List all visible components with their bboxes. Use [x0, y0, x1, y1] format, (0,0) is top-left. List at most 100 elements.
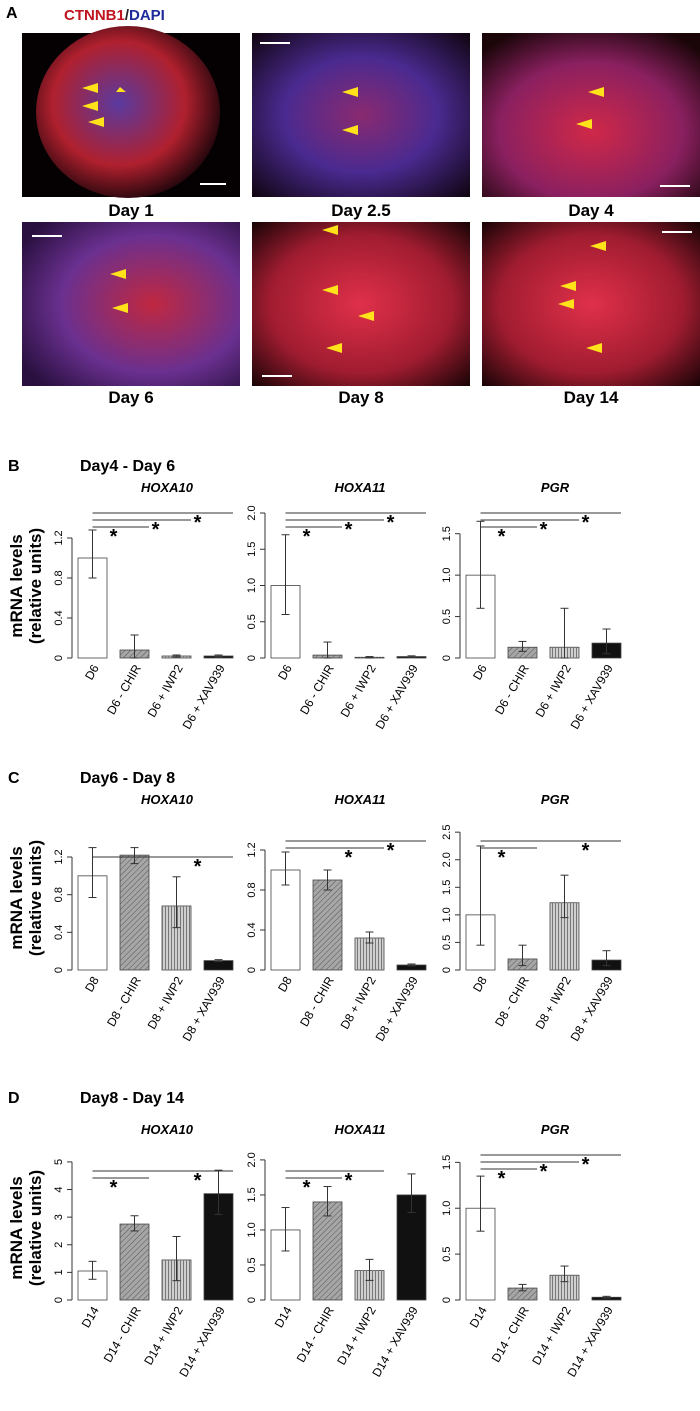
day-label: Day 6: [108, 388, 153, 407]
y-tick-label: 0: [246, 655, 258, 661]
y-tick-label: 0.4: [53, 925, 65, 940]
panel-letter: B: [8, 458, 20, 475]
day-label: Day 8: [338, 388, 383, 407]
significance-star: *: [110, 526, 118, 548]
x-tick-label: D8 - CHIR: [492, 974, 532, 1029]
x-tick-label: D8: [275, 974, 295, 995]
bar-hatch: [313, 1201, 342, 1300]
y-tick-label: 5: [53, 1159, 65, 1165]
y-tick-label: 0: [246, 967, 258, 973]
micrograph: [482, 222, 700, 386]
y-tick-label: 0.5: [441, 609, 453, 624]
y-tick-label: 0: [53, 655, 65, 661]
y-tick-label: 1.2: [53, 530, 65, 545]
x-tick-label: D6 + XAV939: [373, 662, 421, 732]
chart-title: PGR: [541, 480, 570, 495]
day-labels: Day 1 Day 2.5 Day 4 Day 6 Day 8 Day 14: [108, 201, 619, 407]
y-tick-label: 3: [53, 1214, 65, 1220]
stain-label: CTNNB1/DAPI: [64, 7, 165, 24]
micrograph: [482, 33, 700, 197]
panel-letter: A: [6, 5, 18, 22]
y-axis-label: mRNA levels: [7, 846, 26, 949]
y-axis-label: (relative units): [26, 528, 45, 644]
panel-letter: D: [8, 1090, 20, 1107]
x-tick-label: D14: [79, 1304, 102, 1330]
y-tick-label: 1.0: [441, 567, 453, 582]
significance-star: *: [345, 1170, 353, 1192]
significance-star: *: [582, 1154, 590, 1176]
x-tick-label: D8 + IWP2: [338, 974, 379, 1032]
y-tick-label: 2: [53, 1242, 65, 1248]
significance-star: *: [194, 1170, 202, 1192]
x-tick-label: D14 + IWP2: [334, 1304, 379, 1368]
y-tick-label: 1.5: [246, 542, 258, 557]
micrograph: [252, 222, 470, 386]
x-tick-label: D14 + XAV939: [369, 1304, 421, 1380]
y-axis-label: (relative units): [26, 1170, 45, 1286]
panel-title: Day8 - Day 14: [80, 1090, 184, 1107]
y-tick-label: 0: [53, 967, 65, 973]
significance-star: *: [194, 856, 202, 878]
significance-star: *: [498, 1168, 506, 1190]
chart-title: HOXA10: [141, 1122, 194, 1137]
x-tick-label: D8 - CHIR: [297, 974, 337, 1029]
chart-title: HOXA10: [141, 480, 194, 495]
y-tick-label: 1.5: [441, 526, 453, 541]
significance-star: *: [387, 840, 395, 862]
y-tick-label: 0.8: [53, 887, 65, 902]
significance-star: *: [303, 1177, 311, 1199]
x-tick-label: D6: [275, 662, 295, 683]
bar: [270, 869, 301, 971]
x-tick-label: D6 - CHIR: [104, 662, 144, 717]
y-tick-label: 1.0: [441, 907, 453, 922]
x-tick-label: D6 + XAV939: [180, 662, 228, 732]
panel-letter: C: [8, 770, 20, 787]
significance-star: *: [582, 512, 590, 534]
significance-star: *: [498, 847, 506, 869]
y-tick-label: 1.2: [53, 849, 65, 864]
x-tick-label: D8 + XAV939: [180, 974, 228, 1044]
y-tick-label: 2.0: [441, 852, 453, 867]
significance-star: *: [582, 840, 590, 862]
significance-star: *: [387, 512, 395, 534]
x-tick-label: D6 + IWP2: [145, 662, 186, 720]
bar-hatch: [508, 647, 537, 658]
y-tick-label: 2.5: [441, 825, 453, 840]
day-label: Day 1: [108, 201, 153, 220]
stain-dapi: DAPI: [129, 7, 165, 24]
chart-title: HOXA11: [334, 792, 385, 807]
panel-title: Day4 - Day 6: [80, 458, 175, 475]
x-tick-label: D6 + IWP2: [533, 662, 574, 720]
bar-hatch: [120, 1224, 149, 1300]
x-tick-label: D6 - CHIR: [297, 662, 337, 717]
significance-star: *: [540, 519, 548, 541]
x-tick-label: D8 + XAV939: [568, 974, 616, 1044]
day-label: Day 4: [568, 201, 614, 220]
y-tick-label: 4: [53, 1186, 65, 1192]
y-tick-label: 1.5: [441, 1155, 453, 1170]
x-tick-label: D14 + XAV939: [176, 1304, 228, 1380]
x-tick-label: D8 - CHIR: [104, 974, 144, 1029]
x-tick-label: D6 + IWP2: [338, 662, 379, 720]
y-tick-label: 0.5: [246, 614, 258, 629]
x-tick-label: D14 - CHIR: [101, 1304, 144, 1365]
y-tick-label: 1.0: [246, 578, 258, 593]
x-tick-label: D8: [82, 974, 102, 995]
y-axis-label: (relative units): [26, 840, 45, 956]
y-tick-label: 0.4: [53, 610, 65, 625]
y-tick-label: 1: [53, 1269, 65, 1275]
x-tick-label: D8 + IWP2: [533, 974, 574, 1032]
y-tick-label: 0: [441, 967, 453, 973]
x-tick-label: D14 + IWP2: [529, 1304, 574, 1368]
significance-star: *: [303, 526, 311, 548]
day-label: Day 2.5: [331, 201, 391, 220]
chart-title: PGR: [541, 1122, 570, 1137]
stain-ctnnb1: CTNNB1: [64, 7, 125, 24]
significance-star: *: [345, 519, 353, 541]
x-tick-label: D6 + XAV939: [568, 662, 616, 732]
significance-star: *: [194, 512, 202, 534]
x-tick-label: D8 + XAV939: [373, 974, 421, 1044]
significance-star: *: [498, 526, 506, 548]
x-tick-label: D14 + XAV939: [564, 1304, 616, 1380]
